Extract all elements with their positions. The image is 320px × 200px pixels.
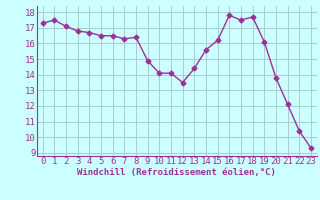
X-axis label: Windchill (Refroidissement éolien,°C): Windchill (Refroidissement éolien,°C)	[77, 168, 276, 177]
